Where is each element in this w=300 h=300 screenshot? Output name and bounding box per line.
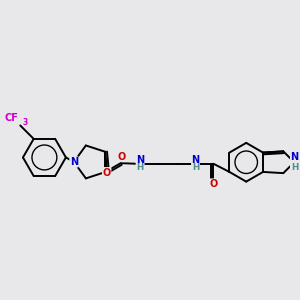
Text: N: N xyxy=(291,152,299,162)
Text: H: H xyxy=(192,164,199,172)
Text: O: O xyxy=(209,179,217,189)
Text: O: O xyxy=(103,168,111,178)
Text: N: N xyxy=(191,154,200,165)
Text: N: N xyxy=(70,157,78,167)
Text: N: N xyxy=(136,154,144,165)
Text: 3: 3 xyxy=(22,118,28,127)
Text: O: O xyxy=(117,152,125,162)
Text: H: H xyxy=(291,163,298,172)
Text: H: H xyxy=(136,164,144,172)
Text: CF: CF xyxy=(4,113,18,123)
